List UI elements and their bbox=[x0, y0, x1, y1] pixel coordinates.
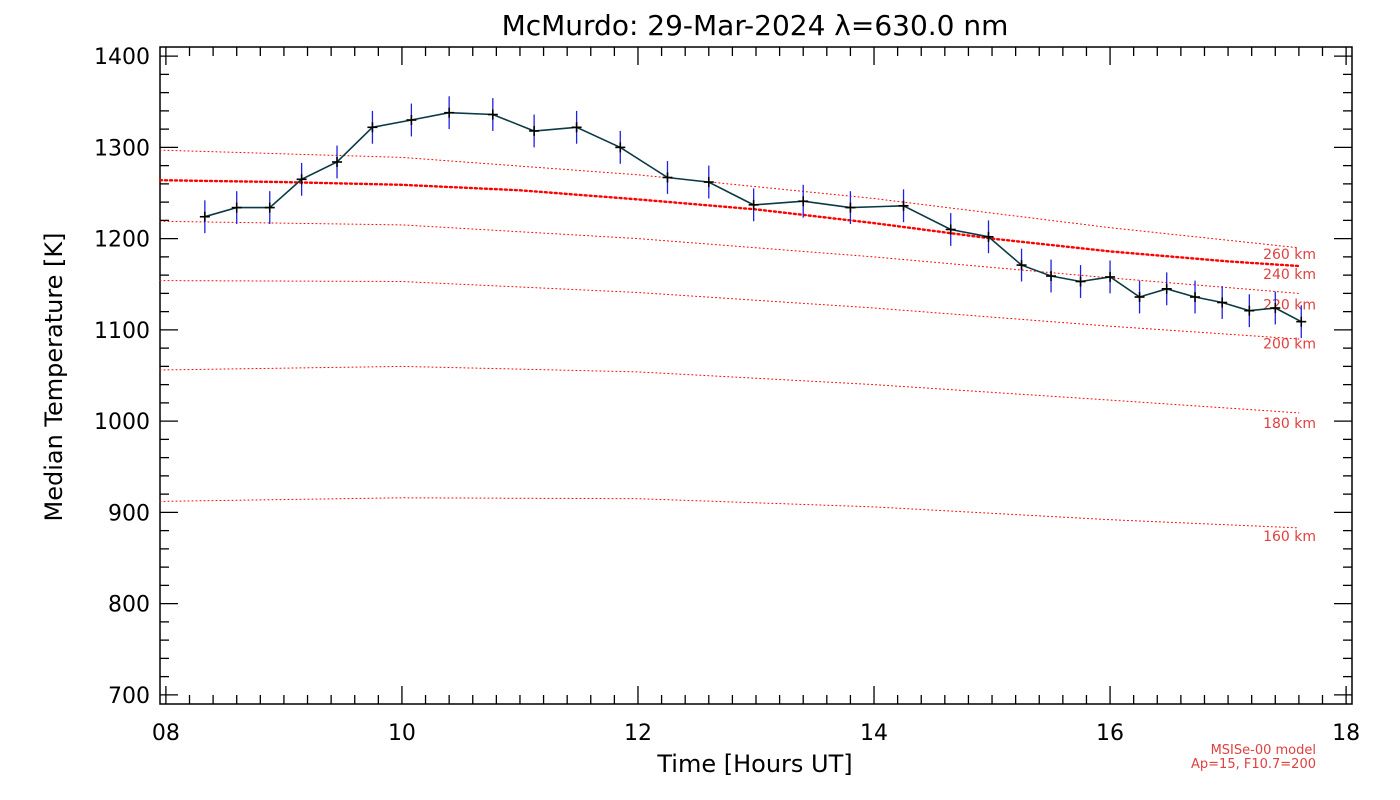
model-curve-200-km bbox=[159, 280, 1300, 340]
model-params-note: Ap=15, F10.7=200 bbox=[1191, 757, 1316, 772]
x-tick-label: 12 bbox=[624, 721, 652, 746]
y-axis-label: Median Temperature [K] bbox=[40, 232, 68, 521]
y-tick-label: 700 bbox=[108, 684, 150, 709]
y-tick-label: 1300 bbox=[94, 136, 150, 161]
model-curve-180-km bbox=[159, 365, 1300, 414]
y-tick-label: 900 bbox=[108, 501, 150, 526]
chart-title: McMurdo: 29-Mar-2024 λ=630.0 nm bbox=[502, 9, 1009, 42]
x-axis-label: Time [Hours UT] bbox=[656, 750, 852, 778]
x-tick-label: 16 bbox=[1096, 721, 1124, 746]
y-tick-label: 1100 bbox=[94, 319, 150, 344]
plot-frame bbox=[159, 46, 1353, 705]
model-curve-label: 200 km bbox=[1263, 337, 1316, 353]
model-curves: 160 km 180 km 200 km 220 km 240 km 260 km bbox=[158, 149, 1316, 545]
model-curve-160-km bbox=[159, 497, 1300, 529]
model-curve-label: 160 km bbox=[1263, 529, 1316, 545]
model-curve-260-km bbox=[158, 178, 1301, 268]
y-tick-label: 1000 bbox=[94, 410, 150, 435]
x-tick-label: 18 bbox=[1332, 721, 1360, 746]
model-curve-label: 220 km bbox=[1263, 297, 1316, 313]
model-curve-label: 260 km bbox=[1263, 247, 1316, 263]
x-tick-label: 08 bbox=[152, 721, 180, 746]
temperature-series bbox=[199, 96, 1307, 339]
model-curve-label: 180 km bbox=[1263, 416, 1316, 432]
model-note: MSISe-00 model bbox=[1211, 743, 1316, 758]
model-curve-label: 240 km bbox=[1263, 267, 1316, 283]
model-curve-220-km bbox=[159, 220, 1300, 294]
axis-ticks bbox=[160, 47, 1352, 704]
tick-labels: 08 10 12 14 16 18 700 800 900 1000 1100 1200 1300 140… bbox=[94, 45, 1360, 746]
x-tick-label: 10 bbox=[388, 721, 416, 746]
y-tick-label: 1200 bbox=[94, 228, 150, 253]
x-tick-label: 14 bbox=[860, 721, 888, 746]
y-tick-label: 800 bbox=[108, 593, 150, 618]
y-tick-label: 1400 bbox=[94, 45, 150, 70]
model-curve-240-km bbox=[159, 149, 1300, 249]
